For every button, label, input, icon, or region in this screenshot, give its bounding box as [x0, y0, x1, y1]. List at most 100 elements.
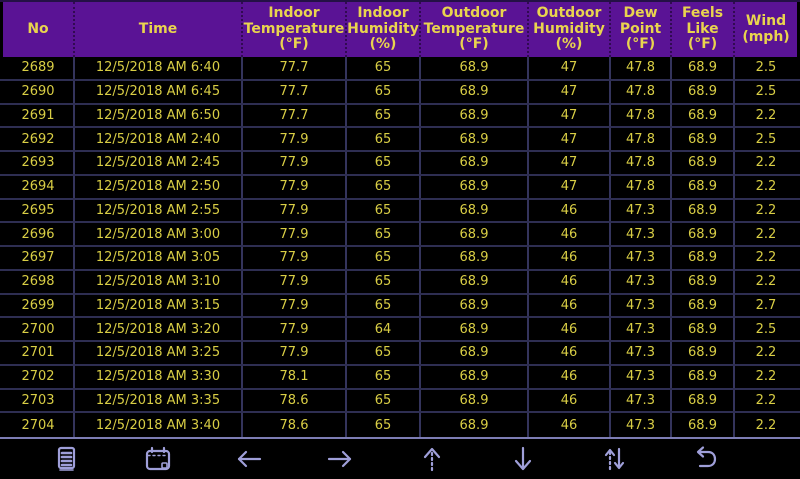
table-cell: 46 [529, 365, 611, 388]
table-cell: 12/5/2018 AM 3:05 [75, 247, 243, 269]
table-cell: 47.8 [611, 152, 672, 174]
table-cell: 47 [529, 80, 611, 103]
table-cell: 78.6 [243, 413, 347, 437]
table-cell: 68.9 [672, 152, 735, 174]
table-cell: 68.9 [421, 413, 529, 437]
table-cell: 68.9 [672, 413, 735, 437]
table-cell: 77.9 [243, 342, 347, 364]
table-cell: 68.9 [421, 104, 529, 127]
arrow-left-button[interactable] [222, 441, 276, 477]
table-cell: 68.9 [672, 57, 735, 79]
table-cell: 2.2 [755, 392, 777, 408]
table-cell: 47.3 [611, 199, 672, 222]
arrow-down-button[interactable] [496, 441, 550, 477]
table-cell: 2.5 [755, 321, 777, 337]
arrow-up-button[interactable] [405, 441, 459, 477]
table-cell: 65 [347, 389, 421, 412]
column-header-indoor-humidity: Indoor Humidity (%) [347, 2, 421, 57]
arrow-right-button[interactable] [313, 441, 367, 477]
table-cell: 47.3 [611, 318, 672, 340]
table-cell: 77.9 [243, 128, 347, 150]
table-cell: 47.3 [611, 270, 672, 293]
table-cell: 2699 [3, 294, 75, 317]
table-row: 2699 12/5/2018 AM 3:15 77.9 65 68.9 46 47.3 68.… [0, 294, 800, 319]
return-button[interactable] [678, 441, 732, 477]
table-row: 2700 12/5/2018 AM 3:20 77.9 64 68.9 46 47.3 68.… [0, 318, 800, 342]
table-row: 2691 12/5/2018 AM 6:50 77.7 65 68.9 47 47.8 68.… [0, 104, 800, 129]
column-header-wind: Wind (mph) [735, 2, 797, 57]
table-cell: 68.9 [421, 389, 529, 412]
table-row: 2703 12/5/2018 AM 3:35 78.6 65 68.9 46 47.3 68.… [0, 389, 800, 414]
calendar-button[interactable] [131, 441, 185, 477]
column-header-no: No [3, 2, 75, 57]
table-row: 2689 12/5/2018 AM 6:40 77.7 65 68.9 47 47.8 68.… [0, 57, 800, 81]
table-cell: 65 [347, 413, 421, 437]
table-cell: 68.9 [672, 365, 735, 388]
table-header-row: No Time Indoor Temperature (°F) Indoor H… [0, 0, 800, 57]
calendar-icon [146, 446, 171, 471]
table-cell: 46 [529, 247, 611, 269]
table-cell: 2704 [3, 413, 75, 437]
table-cell: 68.9 [421, 199, 529, 222]
table-cell: 77.9 [243, 318, 347, 340]
table-cell: 65 [347, 80, 421, 103]
table-cell: 12/5/2018 AM 2:55 [75, 199, 243, 222]
table-cell: 64 [347, 318, 421, 340]
column-header-outdoor-temperature: Outdoor Temperature (°F) [421, 2, 529, 57]
table-cell: 65 [347, 128, 421, 150]
table-row: 2704 12/5/2018 AM 3:40 78.6 65 68.9 46 47.3 68.… [0, 413, 800, 437]
records-list-button[interactable] [40, 441, 94, 477]
table-cell: 12/5/2018 AM 3:20 [75, 318, 243, 340]
table-cell: 2.5 [755, 84, 777, 100]
toolbar-divider [0, 437, 800, 439]
table-cell: 68.9 [672, 318, 735, 340]
table-cell: 2.2 [755, 226, 777, 242]
arrow-left-icon [238, 450, 262, 468]
table-cell: 68.9 [672, 104, 735, 127]
table-cell: 2694 [3, 175, 75, 198]
table-cell: 12/5/2018 AM 3:40 [75, 413, 243, 437]
column-header-time: Time [75, 2, 243, 57]
table-cell: 68.9 [672, 247, 735, 269]
table-cell: 46 [529, 389, 611, 412]
bottom-toolbar [0, 439, 800, 479]
table-cell: 68.9 [672, 128, 735, 150]
table-cell: 47 [529, 128, 611, 150]
table-row: 2701 12/5/2018 AM 3:25 77.9 65 68.9 46 47.3 68.… [0, 342, 800, 366]
table-row: 2692 12/5/2018 AM 2:40 77.9 65 68.9 47 47.8 68.… [0, 128, 800, 152]
table-cell: 77.9 [243, 270, 347, 293]
table-cell: 47 [529, 152, 611, 174]
table-row: 2696 12/5/2018 AM 3:00 77.9 65 68.9 46 47.3 68.… [0, 223, 800, 247]
table-cell: 68.9 [672, 223, 735, 245]
table-cell: 77.9 [243, 152, 347, 174]
table-cell: 65 [347, 104, 421, 127]
table-cell: 46 [529, 270, 611, 293]
table-cell: 2698 [3, 270, 75, 293]
table-cell: 65 [347, 294, 421, 317]
table-cell: 46 [529, 318, 611, 340]
column-header-outdoor-humidity: Outdoor Humidity (%) [529, 2, 611, 57]
sort-arrows-button[interactable] [587, 441, 641, 477]
table-cell: 68.9 [672, 270, 735, 293]
table-cell: 2.2 [755, 417, 777, 433]
table-cell: 47.3 [611, 365, 672, 388]
table-cell: 47.8 [611, 80, 672, 103]
table-cell: 47.8 [611, 175, 672, 198]
table-cell: 68.9 [421, 175, 529, 198]
table-row: 2697 12/5/2018 AM 3:05 77.9 65 68.9 46 47.3 68.… [0, 247, 800, 271]
table-cell: 68.9 [421, 342, 529, 364]
table-cell: 2.2 [755, 250, 777, 266]
table-cell: 12/5/2018 AM 3:25 [75, 342, 243, 364]
return-icon [696, 446, 717, 468]
table-cell: 2697 [3, 247, 75, 269]
table-cell: 68.9 [421, 318, 529, 340]
table-cell: 2689 [3, 57, 75, 79]
table-cell: 47 [529, 104, 611, 127]
table-cell: 2.2 [755, 107, 777, 123]
table-cell: 46 [529, 413, 611, 437]
table-cell: 2702 [3, 365, 75, 388]
table-cell: 2695 [3, 199, 75, 222]
table-cell: 12/5/2018 AM 3:10 [75, 270, 243, 293]
table-row: 2702 12/5/2018 AM 3:30 78.1 65 68.9 46 47.3 68.… [0, 365, 800, 390]
